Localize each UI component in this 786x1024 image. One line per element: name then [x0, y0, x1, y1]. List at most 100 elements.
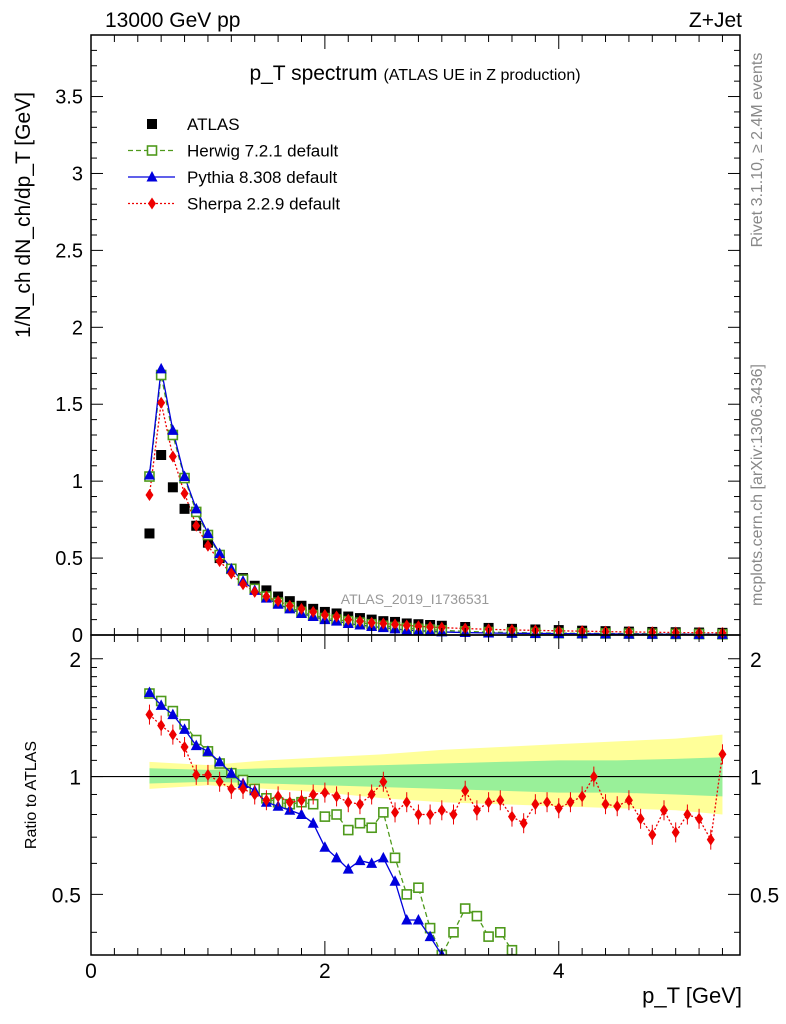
legend-label: Pythia 8.308 default — [187, 168, 338, 187]
ratio-point — [342, 824, 354, 836]
ratio-point — [401, 889, 413, 900]
analysis-label: ATLAS_2019_I1736531 — [341, 591, 490, 607]
y-tick-label: 1 — [72, 471, 83, 493]
data-point — [167, 482, 178, 493]
ratio-line — [149, 714, 724, 842]
data-point — [426, 621, 435, 633]
legend-label: Herwig 7.2.1 default — [187, 142, 338, 161]
data-point — [144, 528, 155, 539]
data-point — [143, 469, 155, 480]
y-tick-label: 3.5 — [55, 87, 83, 109]
ratio-point — [566, 796, 575, 809]
ratio-point — [262, 794, 271, 807]
ratio-point — [285, 796, 294, 809]
ratio-point — [472, 804, 481, 817]
data-point — [192, 519, 201, 532]
ratio-point — [683, 808, 692, 821]
x-tick-label: 4 — [553, 960, 565, 983]
data-point — [379, 617, 388, 630]
ratio-y-axis-label: Ratio to ATLAS — [23, 741, 40, 849]
ratio-point — [250, 788, 259, 801]
ratio-point — [507, 810, 516, 823]
ratio-point — [239, 782, 248, 795]
ratio-y-tick-label-right: 1 — [750, 767, 762, 790]
ratio-point — [648, 828, 657, 841]
ratio-point — [471, 910, 483, 922]
ratio-point — [601, 798, 610, 811]
legend-marker — [148, 197, 156, 210]
y-tick-label: 0 — [72, 625, 83, 647]
ratio-point — [718, 748, 727, 761]
ratio-point — [355, 798, 364, 811]
ratio-point — [659, 804, 668, 817]
ratio-point — [613, 800, 622, 813]
ratio-point — [366, 822, 377, 834]
legend: ATLAS Herwig 7.2.1 default Pythia 8.308 de… — [128, 115, 340, 214]
plot-title: p_T spectrum (ATLAS UE in Z production) — [249, 62, 580, 85]
data-point — [157, 396, 166, 409]
data-point — [332, 610, 341, 623]
legend-label: ATLAS — [187, 115, 240, 134]
data-point — [239, 578, 248, 591]
data-point — [156, 450, 167, 460]
ratio-point — [389, 875, 401, 886]
data-point — [227, 567, 236, 580]
ratio-point — [461, 784, 470, 797]
data-point — [190, 502, 202, 514]
ratio-point — [192, 768, 201, 781]
ratio-point — [155, 699, 167, 710]
ratio-y-tick-label: 0.5 — [52, 884, 81, 907]
ratio-point — [402, 796, 411, 809]
ratio-point — [695, 812, 704, 825]
legend-marker — [146, 171, 158, 182]
ratio-point — [332, 790, 341, 803]
data-point — [320, 609, 329, 621]
ratio-y-tick-label-right: 0.5 — [750, 884, 779, 907]
ratio-plot-marks — [91, 686, 740, 955]
legend-marker — [147, 119, 157, 129]
data-point — [414, 620, 423, 633]
main-axes: 0 0.5 1 1.5 2 2.5 3 3.5 — [55, 35, 740, 647]
ratio-point — [274, 790, 283, 803]
legend-marker — [146, 145, 158, 156]
data-point — [309, 605, 318, 618]
data-point — [202, 527, 214, 538]
ratio-point — [543, 796, 552, 809]
data-point — [214, 547, 226, 558]
data-point — [437, 621, 446, 634]
ratio-point — [377, 851, 389, 863]
ratio-point — [401, 914, 413, 925]
ratio-point — [319, 811, 331, 822]
y-tick-label: 0.5 — [55, 548, 83, 570]
ratio-point — [354, 817, 366, 829]
x-tick-label: 2 — [319, 960, 331, 983]
ratio-point — [578, 790, 587, 803]
main-y-axis-label: 1/N_ch dN_ch/dp_T [GeV] — [12, 92, 35, 338]
ratio-point — [344, 796, 353, 809]
ratio-point — [624, 794, 633, 807]
ratio-point — [319, 841, 331, 852]
ratio-point — [215, 775, 224, 788]
ratio-point — [143, 686, 155, 697]
ratio-point — [227, 782, 236, 795]
ratio-point — [448, 927, 459, 938]
ratio-point — [531, 798, 540, 811]
ratio-point — [483, 931, 494, 942]
ratio-point — [706, 833, 715, 846]
data-point — [297, 602, 306, 615]
data-point — [367, 616, 376, 629]
legend-label: Sherpa 2.2.9 default — [187, 195, 340, 214]
ratio-point — [331, 851, 343, 863]
ratio-point — [671, 826, 680, 839]
data-point — [344, 613, 353, 626]
data-point — [179, 470, 191, 482]
ratio-point — [179, 723, 191, 734]
ratio-point — [180, 741, 189, 753]
data-point — [168, 450, 177, 463]
data-point — [203, 539, 212, 552]
ratio-point — [414, 808, 423, 821]
ratio-point — [449, 808, 458, 821]
data-point — [355, 615, 364, 628]
ratio-y-tick-label: 2 — [69, 649, 81, 672]
